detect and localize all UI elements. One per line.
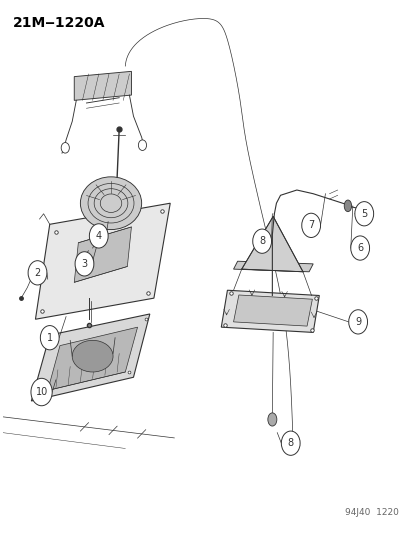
Text: 94J40  1220: 94J40 1220 <box>344 508 398 517</box>
Circle shape <box>89 224 108 248</box>
Circle shape <box>28 261 47 285</box>
Polygon shape <box>74 227 131 282</box>
Text: 3: 3 <box>81 259 87 269</box>
Circle shape <box>138 140 146 150</box>
Ellipse shape <box>80 177 141 230</box>
Polygon shape <box>241 216 302 272</box>
Polygon shape <box>36 203 170 319</box>
Text: 8: 8 <box>259 236 265 246</box>
Circle shape <box>61 142 69 153</box>
Text: 6: 6 <box>356 243 362 253</box>
Text: 10: 10 <box>36 387 47 397</box>
Polygon shape <box>233 261 313 272</box>
Circle shape <box>31 378 52 406</box>
Polygon shape <box>74 71 131 100</box>
Text: 2: 2 <box>34 268 40 278</box>
Circle shape <box>83 255 93 268</box>
Circle shape <box>40 326 59 350</box>
Circle shape <box>348 310 367 334</box>
Polygon shape <box>31 314 150 401</box>
Text: 1: 1 <box>47 333 53 343</box>
Text: 9: 9 <box>354 317 360 327</box>
Text: 21M‒1220A: 21M‒1220A <box>13 16 105 30</box>
Circle shape <box>354 201 373 226</box>
Text: 7: 7 <box>307 220 313 230</box>
Circle shape <box>301 213 320 238</box>
Text: 5: 5 <box>360 209 366 219</box>
Polygon shape <box>47 327 137 391</box>
Polygon shape <box>221 290 318 333</box>
Text: 4: 4 <box>95 231 102 241</box>
Circle shape <box>252 229 271 253</box>
Ellipse shape <box>72 341 113 372</box>
Circle shape <box>75 252 94 276</box>
Ellipse shape <box>267 413 276 426</box>
Circle shape <box>281 431 299 455</box>
Polygon shape <box>233 295 312 326</box>
Text: 8: 8 <box>287 438 293 448</box>
Ellipse shape <box>343 200 351 212</box>
Circle shape <box>350 236 369 260</box>
